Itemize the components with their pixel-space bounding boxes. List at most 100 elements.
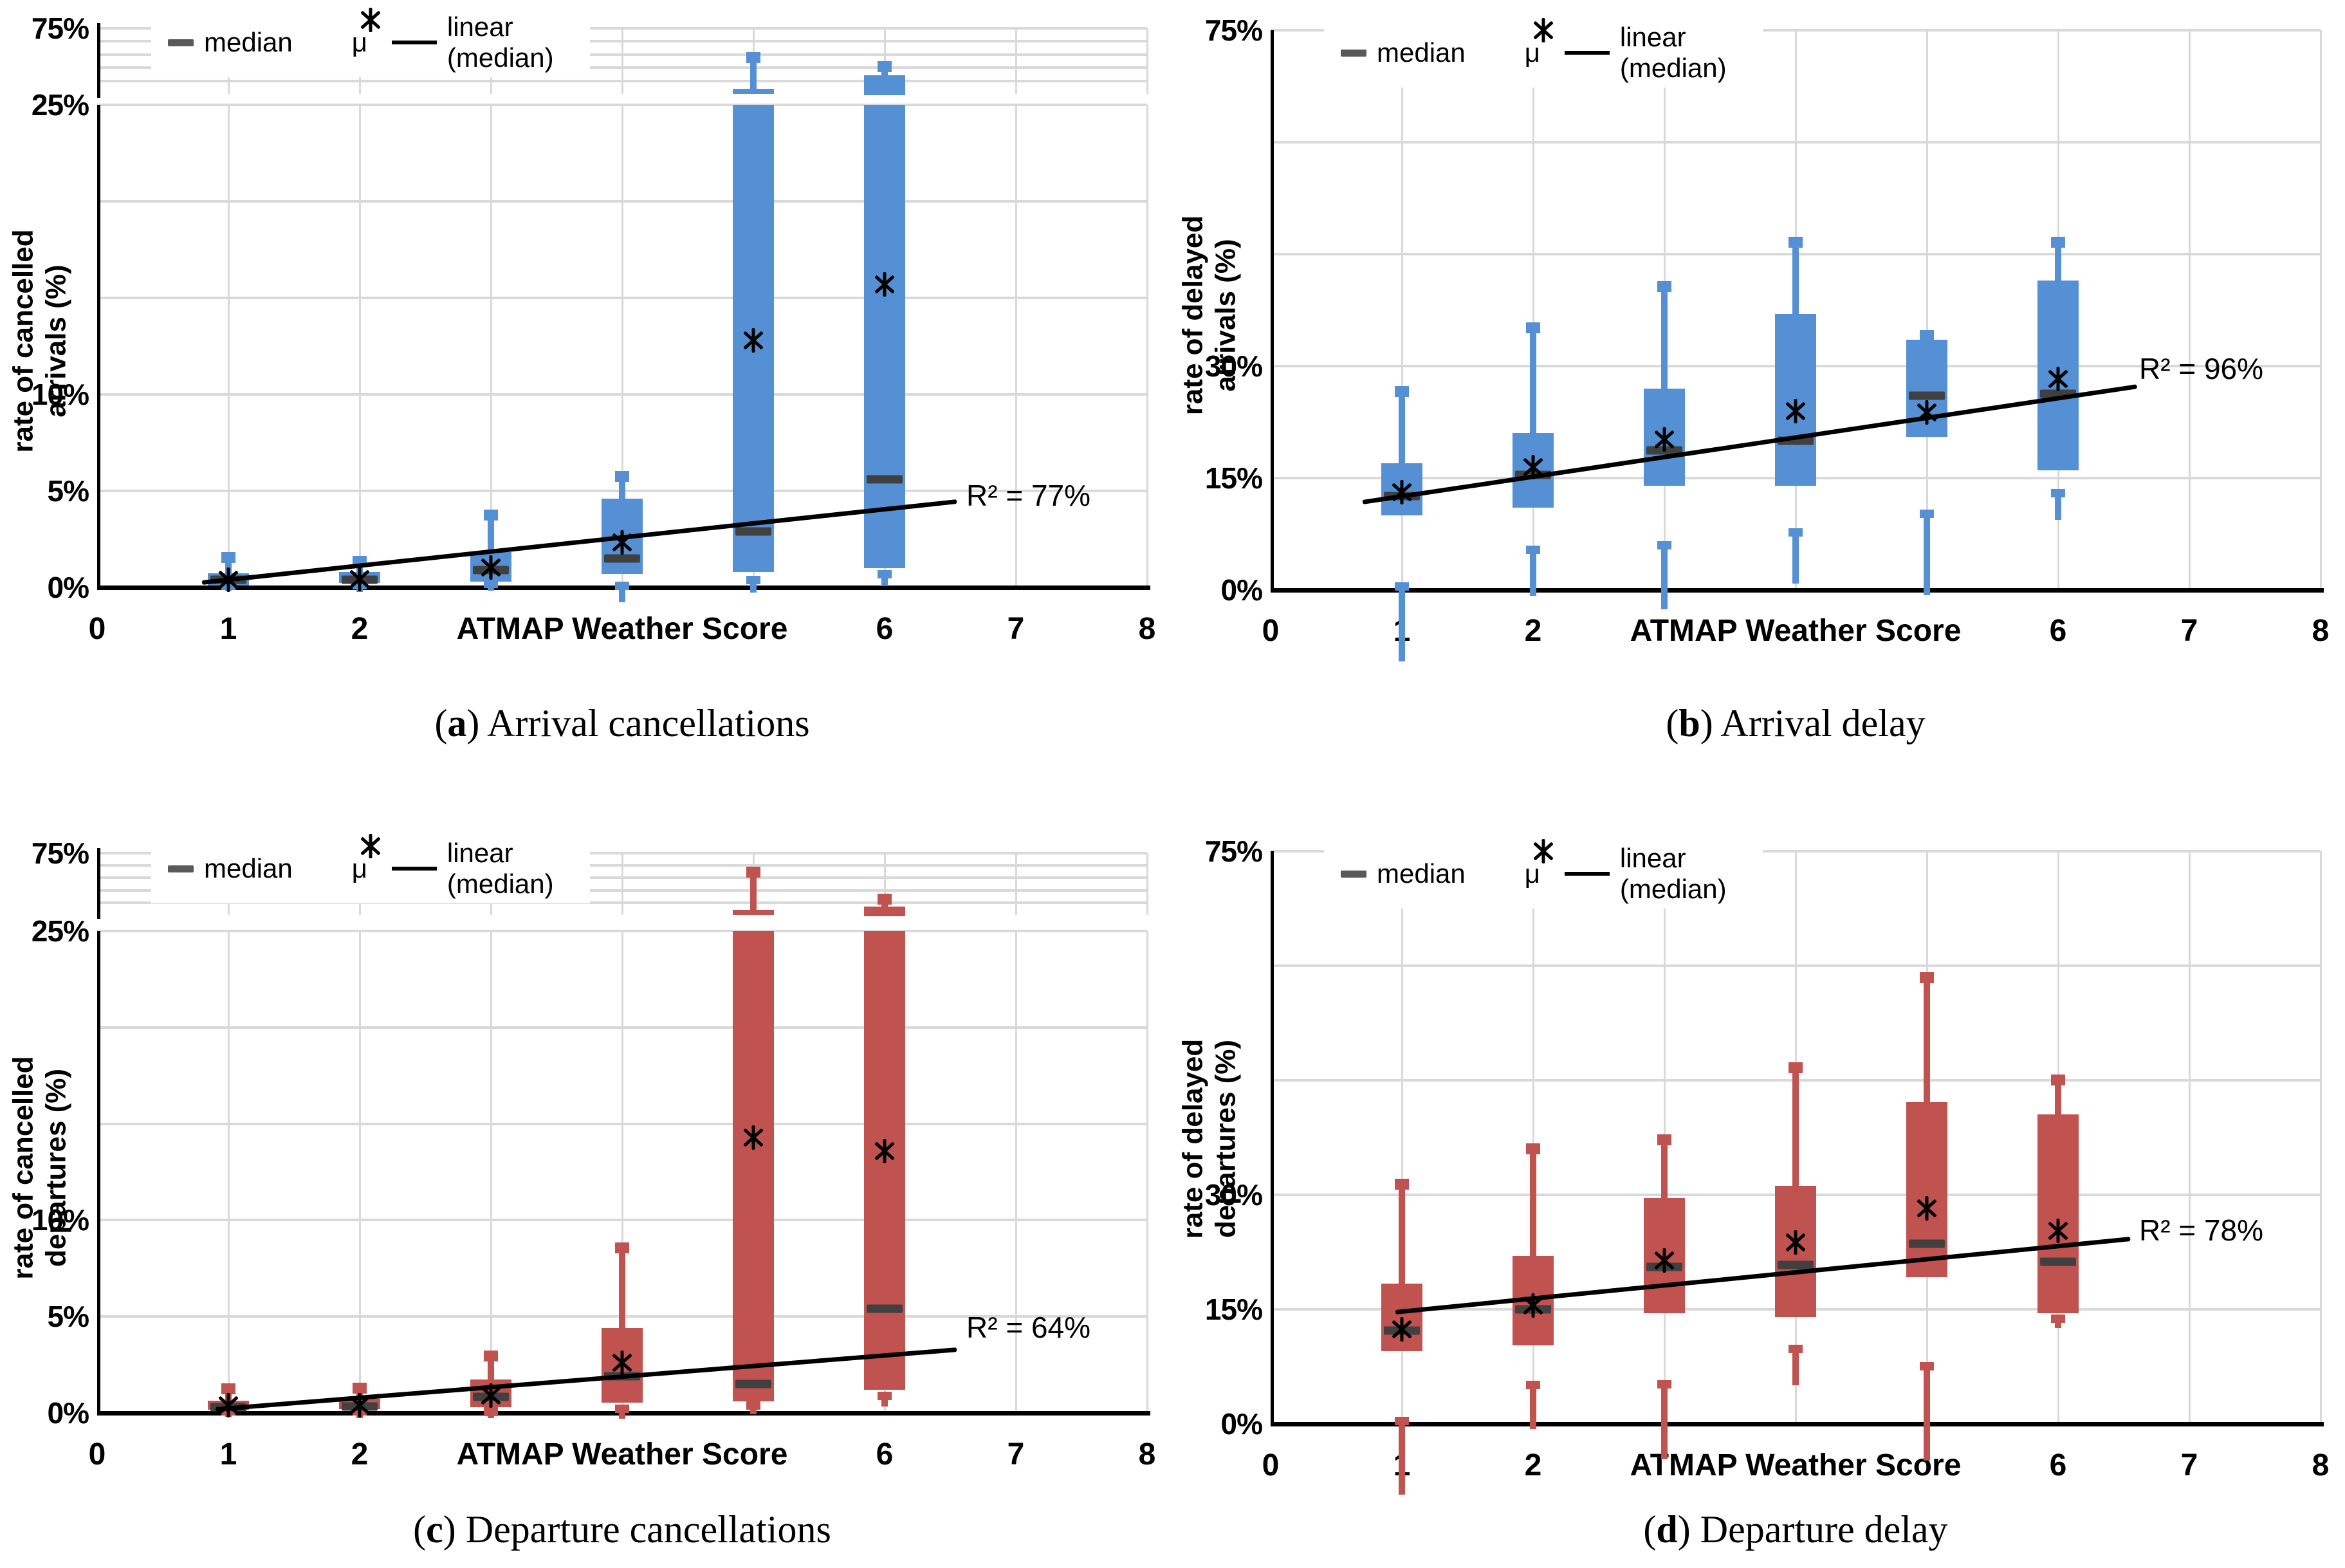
whisker-high-cap: [615, 471, 629, 482]
caption-paren: ): [1700, 702, 1713, 744]
r-squared-label: R² = 96%: [2139, 352, 2264, 385]
whisker-low: [1661, 1385, 1668, 1460]
x-tick-label: 2: [1524, 614, 1542, 648]
x-tick-label: 7: [2180, 614, 2198, 648]
v-gridline: [1532, 851, 1534, 1424]
box-iqr: [733, 931, 774, 1402]
caption-text: Departure cancellations: [455, 1508, 831, 1551]
whisker-high-cap: [484, 510, 498, 521]
trend-line: [201, 499, 957, 585]
y-axis-title: rate of cancelled departures (%): [7, 1056, 72, 1279]
y-tick-label: 30%: [1204, 1178, 1263, 1212]
v-gridline: [490, 931, 492, 1413]
whisker-high: [1530, 325, 1536, 435]
legend-linear-label: linear (median): [446, 838, 554, 899]
y-axis-line: [97, 848, 100, 919]
v-gridline: [621, 853, 623, 915]
whisker-high-cap: [1920, 329, 1934, 341]
whisker-high-cap: [1920, 972, 1934, 984]
median-marker: [604, 554, 640, 563]
h-gridline: [97, 104, 1147, 106]
whisker-low: [619, 1410, 625, 1419]
mean-marker-icon: [1390, 1316, 1414, 1342]
v-gridline: [227, 105, 230, 587]
legend: median μ linear (median): [151, 834, 590, 903]
whisker-low-cap: [615, 1404, 629, 1413]
box-iqr: [1906, 1102, 1947, 1278]
whisker-low: [488, 586, 494, 591]
legend-item-median: median: [1341, 858, 1466, 889]
h-gridline: [97, 930, 1147, 932]
caption-letter: a: [447, 702, 467, 744]
v-gridline: [358, 931, 361, 1413]
y-axis-title-line1: rate of cancelled: [7, 1056, 39, 1280]
whisker-low-cap: [1395, 582, 1409, 591]
mean-marker-icon: [872, 1138, 897, 1163]
whisker-high: [1661, 284, 1668, 390]
y-axis-line: [97, 23, 100, 98]
y-tick-label: 10%: [31, 378, 89, 411]
y-tick-label: 0%: [1220, 1407, 1263, 1441]
whisker-high-cap: [1657, 281, 1671, 293]
x-tick-label: 7: [2180, 1448, 2198, 1482]
h-gridline: [97, 66, 1147, 69]
median-dash-icon: [1341, 870, 1366, 878]
v-gridline: [1926, 30, 1928, 590]
h-gridline: [97, 889, 1147, 892]
y-axis-title-line1: rate of cancelled: [7, 229, 39, 453]
y-axis-title-line2: arrivals (%): [1209, 239, 1241, 392]
mean-marker-icon: [610, 1351, 634, 1376]
caption-letter: b: [1678, 702, 1700, 744]
trend-line: [215, 1347, 957, 1412]
mu-marker-icon: [317, 8, 381, 55]
caption-paren: ): [1677, 1508, 1691, 1551]
legend-item-linear: linear (median): [1564, 843, 1746, 905]
legend: median μ linear (median): [1324, 839, 1763, 909]
whisker-high: [1399, 388, 1405, 465]
y-axis-title-line1: rate of delayed: [1177, 215, 1209, 416]
caption-text: Arrival cancellations: [479, 702, 810, 744]
whisker-low: [1530, 1386, 1536, 1429]
y-tick-label: 0%: [1220, 573, 1263, 607]
median-marker: [867, 1304, 903, 1313]
median-marker: [735, 527, 771, 536]
x-tick-label: 6: [2049, 614, 2067, 648]
whisker-low-cap: [484, 580, 498, 588]
mean-marker-icon: [1783, 1230, 1808, 1255]
whisker-low: [1792, 1351, 1799, 1386]
whisker-low: [488, 1412, 494, 1418]
mean-marker-icon: [1652, 1248, 1677, 1273]
whisker-high-cap: [746, 866, 760, 878]
median-marker: [735, 1379, 771, 1388]
v-gridline: [358, 105, 361, 587]
legend-item-linear: linear (median): [391, 838, 573, 899]
whisker-high-cap: [878, 894, 892, 905]
h-gridline: [97, 393, 1147, 396]
median-marker: [1909, 391, 1945, 400]
x-tick-label: 7: [1007, 1437, 1025, 1471]
box-iqr-upper: [733, 89, 774, 94]
legend-item-mu: μ: [1490, 839, 1554, 889]
whisker-low: [1399, 1422, 1405, 1495]
y-axis-title: rate of delayed departures (%): [1177, 1039, 1242, 1239]
y-tick-label: 15%: [1204, 1293, 1263, 1326]
whisker-high-cap: [484, 1351, 498, 1362]
legend-mu-label: μ: [351, 27, 367, 57]
mean-marker-icon: [479, 1383, 503, 1408]
v-gridline: [1146, 105, 1148, 587]
box-iqr-upper: [864, 75, 905, 95]
r-squared-label: R² = 78%: [2139, 1213, 2264, 1247]
mean-marker-icon: [872, 272, 897, 297]
legend-mu-label: μ: [1524, 858, 1540, 889]
r-squared-label: R² = 77%: [966, 479, 1091, 512]
whisker-low: [1399, 587, 1405, 662]
box-iqr-upper: [864, 906, 905, 916]
h-gridline: [1271, 141, 2321, 143]
whisker-high-cap: [1526, 322, 1540, 334]
caption-paren: (: [413, 1508, 427, 1551]
caption-letter: d: [1656, 1508, 1678, 1551]
box-iqr: [864, 105, 905, 568]
median-marker: [2040, 1257, 2076, 1266]
legend-linear-label: linear (median): [1619, 22, 1727, 83]
trend-line-icon: [1564, 872, 1610, 876]
